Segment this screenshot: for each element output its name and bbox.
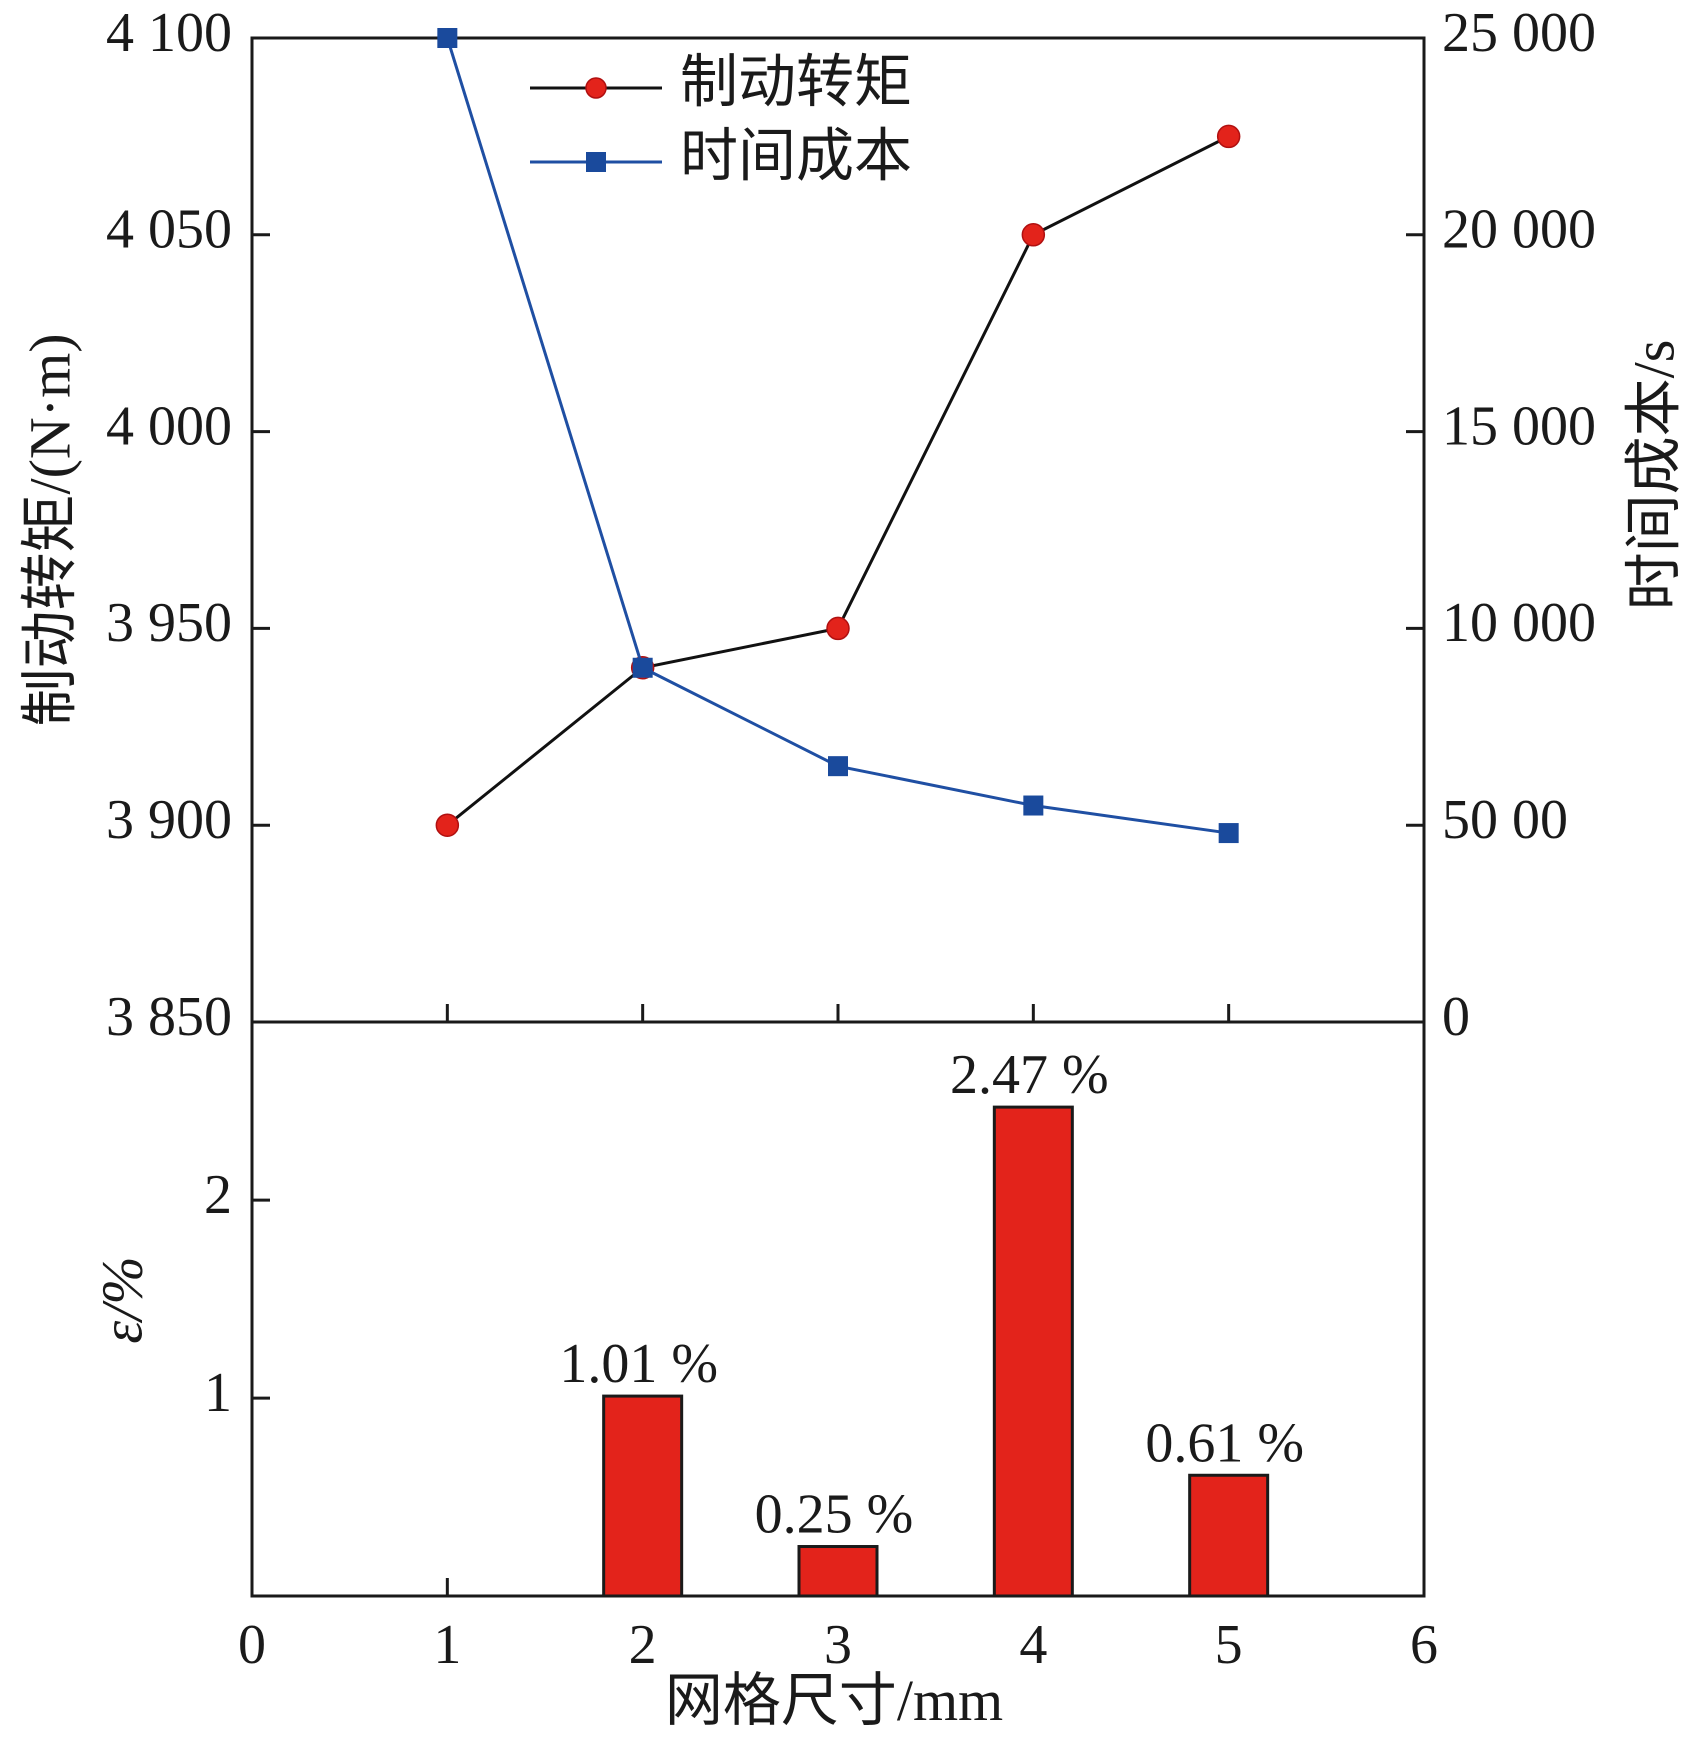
error-bar [992,1105,1074,1598]
y-right-tick-label: 10 000 [1442,592,1596,654]
bars-layer [602,1105,1270,1598]
axis-ticks [252,36,1424,1596]
bar-data-label: 0.25 % [755,1484,914,1546]
y-left-tick-label: 3 850 [106,986,232,1048]
error-bar [1188,1473,1270,1598]
legend: 制动转矩 时间成本 [530,49,912,188]
x-tick-label: 6 [1410,1614,1438,1676]
time-cost-point [632,657,653,678]
time-cost-point [437,28,458,48]
time-cost-point [1218,823,1239,844]
torque-point [1021,223,1046,247]
error-bar [602,1394,684,1598]
y-bottom-tick-label: 2 [204,1164,232,1226]
y-axis-title-left: 制动转矩/(N·m) [17,333,82,726]
x-axis-title: 网格尺寸/mm [665,1668,1003,1733]
y-right-tick-label: 25 000 [1442,2,1596,64]
legend-marker-torque [585,77,607,99]
torque-point [1216,124,1241,149]
bar-data-label: 0.61 % [1145,1412,1304,1474]
torque-point [435,813,460,837]
y-left-tick-label: 3 900 [106,789,232,851]
y-right-tick-label: 0 [1442,986,1470,1048]
x-tick-label: 3 [824,1614,852,1676]
y-left-tick-label: 4 000 [106,395,232,457]
y-bottom-tick-label: 1 [204,1362,232,1424]
x-tick-label: 1 [433,1614,461,1676]
torque-point [826,616,850,641]
x-tick-label: 0 [238,1614,266,1676]
x-tick-label: 4 [1019,1614,1047,1676]
y-left-tick-label: 4 050 [106,199,232,261]
time-cost-point [828,756,848,777]
time-cost-point [1023,795,1044,816]
y-left-tick-label: 3 950 [106,592,232,654]
y-right-tick-label: 50 00 [1442,789,1568,851]
error-bar [797,1545,879,1598]
y-right-tick-label: 15 000 [1442,395,1596,457]
y-axis-title-right: 时间成本/s [1621,340,1686,611]
series-line-torque [446,135,1230,827]
legend-marker-time [586,152,606,172]
legend-label-time: 时间成本 [680,123,912,188]
x-tick-label: 5 [1215,1614,1243,1676]
x-tick-label: 2 [629,1614,657,1676]
y-axis-title-bottom: ε/% [89,1256,154,1343]
y-left-tick-label: 4 100 [106,2,232,64]
legend-label-torque: 制动转矩 [680,49,912,114]
lines-layer [435,28,1241,844]
y-right-tick-label: 20 000 [1442,199,1596,261]
bar-data-label: 2.47 % [950,1044,1109,1106]
bar-data-label: 1.01 % [559,1333,718,1395]
